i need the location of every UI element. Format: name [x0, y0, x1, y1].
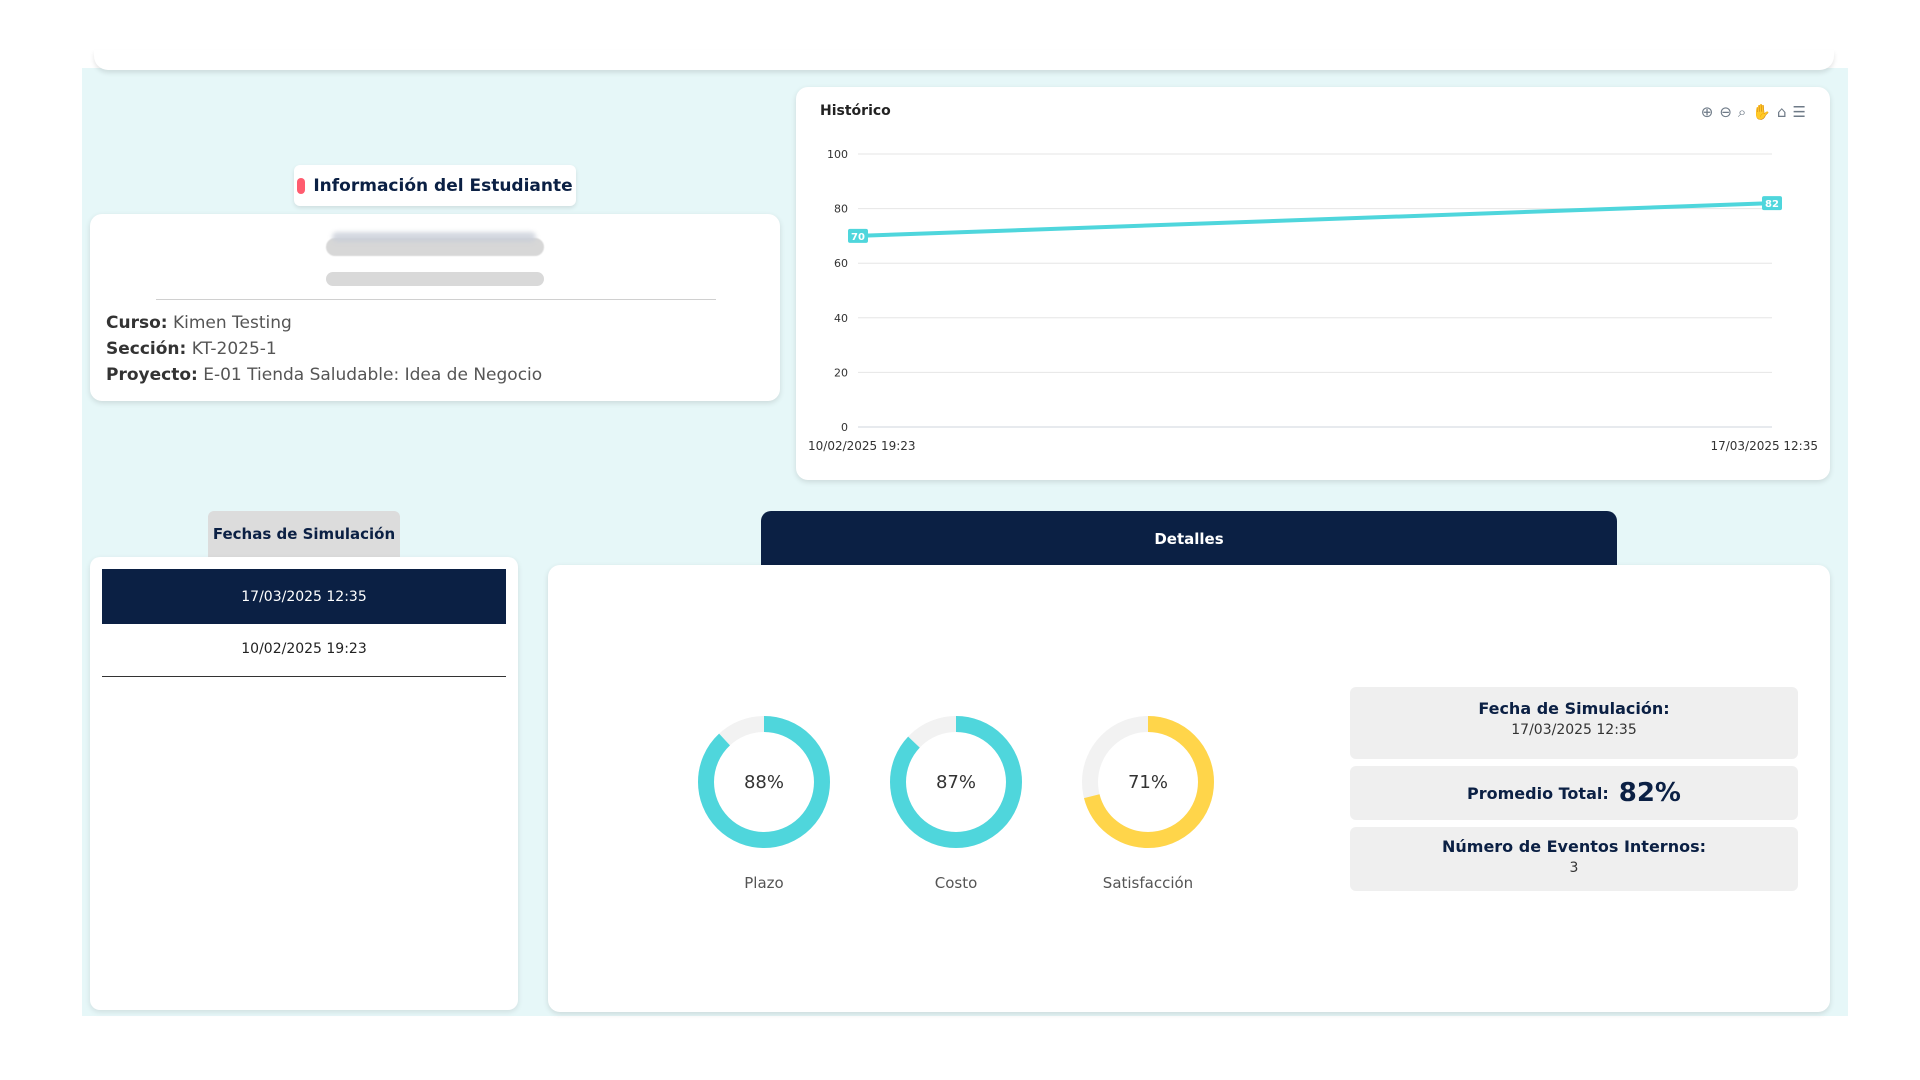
student-email-redacted: [326, 272, 544, 286]
zoom-in-icon[interactable]: ⊕: [1700, 103, 1714, 121]
average-total-value: 82%: [1618, 778, 1681, 808]
y-tick-label: 60: [834, 257, 848, 270]
simulation-date-label: Fecha de Simulación:: [1478, 699, 1670, 718]
internal-events-label: Número de Eventos Internos:: [1441, 837, 1706, 856]
donut-satisfaccion: 71% Satisfacción: [1078, 712, 1218, 892]
section-label: Sección:: [106, 339, 187, 359]
y-tick-label: 20: [834, 366, 848, 379]
donut-label: Satisfacción: [1102, 874, 1194, 892]
project-label: Proyecto:: [106, 365, 198, 385]
y-tick-label: 80: [834, 203, 848, 216]
donut-value: 88%: [743, 771, 784, 793]
details-tab: Detalles: [761, 511, 1617, 567]
simulation-date-stat: Fecha de Simulación: 17/03/2025 12:35: [1350, 687, 1798, 759]
home-icon[interactable]: ⌂: [1777, 103, 1787, 121]
donut-arc: [890, 716, 1022, 848]
divider: [102, 676, 506, 677]
donut-label: Plazo: [744, 874, 784, 892]
details-card: 88% Plazo 87% Costo 71% Satisfacción Fec…: [548, 565, 1830, 1012]
student-info-card: Curso: Kimen Testing Sección: KT-2025-1 …: [90, 214, 780, 401]
top-header-bar: [94, 50, 1834, 70]
course-value: Kimen Testing: [172, 313, 292, 333]
project-value: E-01 Tienda Saludable: Idea de Negocio: [203, 365, 543, 385]
course-label: Curso:: [106, 313, 168, 333]
date-item-selected[interactable]: 17/03/2025 12:35: [102, 569, 506, 624]
donut-plazo: 88% Plazo: [694, 712, 834, 892]
magnify-icon[interactable]: ⌕: [1737, 103, 1747, 121]
x-tick-label: 17/03/2025 12:35: [1710, 439, 1818, 453]
donut-label: Costo: [934, 874, 978, 892]
data-label-box: [1762, 196, 1782, 211]
data-label: 82: [1765, 199, 1779, 210]
donut-arc: [698, 716, 830, 848]
donut-arc: [1082, 716, 1214, 848]
donut-ring: [1082, 716, 1214, 848]
x-tick-label: 10/02/2025 19:23: [808, 439, 916, 453]
student-info-tab: Información del Estudiante: [294, 165, 576, 206]
zoom-out-icon[interactable]: ⊖: [1719, 103, 1732, 121]
donut-value: 71%: [1127, 771, 1168, 793]
donut-costo: 87% Costo: [886, 712, 1026, 892]
chart-toolbar: ⊕ ⊖ ⌕ ✋ ⌂ ☰: [1701, 103, 1806, 121]
section-row: Sección: KT-2025-1: [106, 336, 542, 362]
donut-ring: [698, 716, 830, 848]
data-label-box: [848, 228, 868, 243]
history-title: Histórico: [820, 103, 891, 119]
project-row: Proyecto: E-01 Tienda Saludable: Idea de…: [106, 362, 542, 388]
status-dot-icon: [297, 177, 306, 194]
series-line: [857, 201, 1773, 238]
y-tick-label: 40: [834, 312, 848, 325]
divider: [156, 299, 716, 300]
course-row: Curso: Kimen Testing: [106, 310, 542, 336]
y-tick-label: 100: [827, 148, 848, 161]
simulation-dates-list: 17/03/2025 12:35 10/02/2025 19:23: [90, 557, 518, 1010]
y-tick-label: 0: [841, 421, 848, 434]
student-info-title: Información del Estudiante: [313, 175, 573, 196]
data-label: 70: [851, 232, 865, 243]
section-value: KT-2025-1: [191, 339, 277, 359]
simulation-date-value: 17/03/2025 12:35: [1511, 722, 1637, 738]
history-chart: 0 20 40 60 80 100 10/02/2025 19:23 17/03/2025 1…: [808, 148, 1818, 453]
donut-value: 87%: [935, 771, 976, 793]
internal-events-stat: Número de Eventos Internos: 3: [1350, 827, 1798, 891]
donut-ring: [890, 716, 1022, 848]
history-chart-card: 0 20 40 60 80 100 10/02/2025 19:23 17/03/2025 1…: [796, 87, 1830, 480]
menu-icon[interactable]: ☰: [1792, 103, 1806, 121]
simulation-dates-tab: Fechas de Simulación: [208, 511, 400, 557]
student-name-redacted: [326, 238, 544, 256]
date-item[interactable]: 10/02/2025 19:23: [241, 640, 367, 657]
pan-hand-icon[interactable]: ✋: [1752, 103, 1772, 121]
average-total-label: Promedio Total:: [1467, 783, 1609, 803]
internal-events-value: 3: [1569, 860, 1579, 876]
average-total-stat: Promedio Total: 82%: [1350, 766, 1798, 820]
